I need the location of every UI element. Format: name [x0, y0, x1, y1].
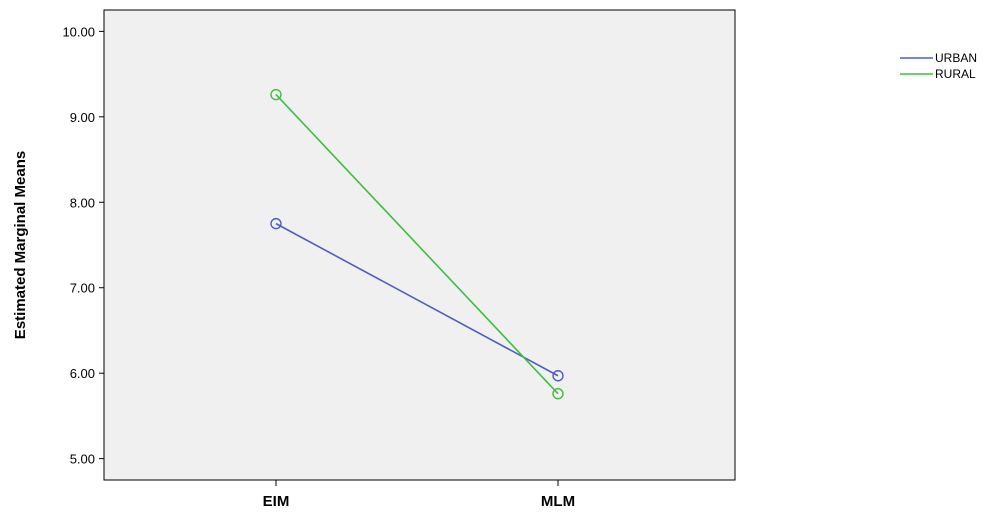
y-tick-label: 9.00 — [70, 110, 95, 125]
legend-label: URBAN — [935, 51, 977, 65]
y-tick-label: 5.00 — [70, 452, 95, 467]
series-layer — [270, 88, 564, 400]
data-point-rural — [270, 88, 282, 101]
series-line-urban — [275, 222, 559, 377]
data-point-urban — [552, 370, 564, 382]
legend: URBAN RURAL — [900, 51, 977, 81]
y-tick-label: 8.00 — [70, 195, 95, 210]
x-tick-label: MLM — [541, 493, 575, 510]
legend-label: RURAL — [935, 67, 976, 81]
y-axis-title: Estimated Marginal Means — [12, 151, 29, 339]
y-tick-label: 7.00 — [70, 281, 95, 296]
data-point-rural — [552, 387, 564, 400]
y-tick-label: 6.00 — [70, 366, 95, 381]
series-line-rural — [275, 94, 559, 395]
y-axis: 5.00 6.00 7.00 8.00 9.00 10.00 — [62, 24, 104, 467]
data-point-urban — [270, 217, 282, 230]
x-tick-label: EIM — [263, 493, 290, 510]
y-tick-label: 10.00 — [62, 24, 95, 39]
plot-area — [103, 9, 736, 481]
x-axis: EIM MLM — [263, 480, 575, 510]
